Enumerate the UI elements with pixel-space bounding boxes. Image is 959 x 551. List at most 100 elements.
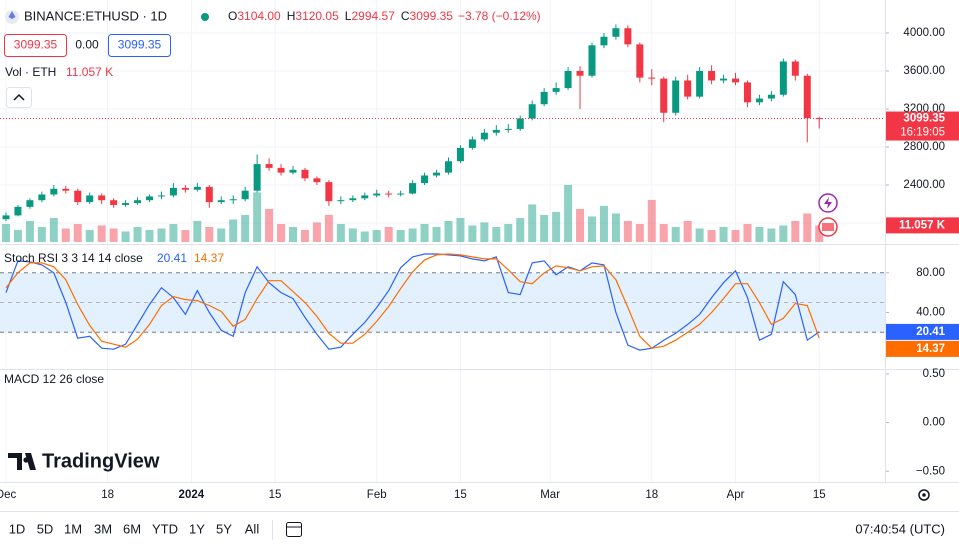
- candle-body: [385, 193, 393, 195]
- range-button[interactable]: YTD: [152, 521, 178, 536]
- y-tick-label: 2400.00: [903, 179, 945, 191]
- candle-body: [98, 195, 106, 201]
- ohlc-legend: O3104.00 H3120.05 L2994.57 C3099.35 −3.78 (−…: [228, 9, 541, 23]
- volume-bar: [61, 228, 70, 242]
- volume-bar: [360, 231, 369, 242]
- buy-button[interactable]: [108, 34, 171, 57]
- candle-body: [313, 178, 321, 183]
- settings-icon[interactable]: [918, 489, 930, 501]
- volume-bar: [683, 220, 692, 242]
- candle-body: [26, 200, 34, 207]
- volume-bar: [85, 229, 94, 242]
- candle-body: [14, 206, 22, 216]
- candle-body: [480, 132, 488, 140]
- volume-bar: [599, 205, 608, 242]
- candle-body: [755, 98, 763, 103]
- indicator-tag-label: 14.37: [916, 343, 945, 355]
- clock[interactable]: 07:40:54 (UTC): [855, 521, 945, 536]
- volume-bar: [647, 199, 656, 242]
- range-button[interactable]: All: [245, 521, 260, 536]
- grid-layer: [0, 0, 889, 483]
- volume-bar: [504, 223, 513, 242]
- x-tick-label: 15: [813, 489, 826, 501]
- range-button[interactable]: 1Y: [189, 521, 205, 536]
- ask-price[interactable]: 3099.35: [118, 38, 162, 52]
- candle-body: [636, 44, 644, 78]
- volume-bar: [444, 220, 453, 242]
- range-button[interactable]: 6M: [123, 521, 141, 536]
- volume-bar: [731, 229, 740, 242]
- last-price-tag: [886, 111, 959, 141]
- candle-body: [110, 200, 118, 205]
- volume-bar: [277, 223, 286, 242]
- volume-bar: [289, 226, 298, 242]
- collapse-icon: [13, 93, 25, 101]
- sell-button[interactable]: [4, 34, 67, 57]
- candle-body: [253, 164, 261, 191]
- marks-layer: [1, 24, 824, 351]
- collapse-button[interactable]: [6, 87, 32, 108]
- candle-body: [612, 28, 620, 37]
- candle-body: [229, 199, 237, 201]
- y-tick-label: 3600.00: [903, 65, 945, 77]
- volume-bar: [145, 229, 154, 242]
- volume-bar: [623, 220, 632, 242]
- candle-body: [421, 175, 429, 184]
- candle-body: [732, 78, 740, 83]
- candle-body: [157, 195, 165, 197]
- volume-bar: [803, 213, 812, 242]
- range-button[interactable]: 1M: [64, 521, 82, 536]
- candle-body: [205, 186, 213, 203]
- bid-price[interactable]: 3099.35: [14, 38, 58, 52]
- volume-bar: [217, 228, 226, 242]
- candle-body: [504, 128, 512, 130]
- x-tick-label: Apr: [727, 489, 745, 501]
- range-button[interactable]: 5D: [37, 521, 54, 536]
- volume-bar: [49, 217, 58, 242]
- volume-bar: [121, 231, 130, 242]
- volume-bar: [133, 226, 142, 242]
- spread: 0.00: [75, 38, 99, 52]
- candle-body: [241, 190, 249, 200]
- candle-body: [600, 36, 608, 46]
- stoch-d-value: 14.37: [194, 251, 224, 265]
- volume-bar: [300, 229, 309, 242]
- candle-body: [696, 70, 704, 97]
- volume-bar: [169, 223, 178, 242]
- price-change: −3.78 (−0.12%): [458, 9, 541, 23]
- volume-legend-value: 11.057 K: [66, 65, 113, 79]
- volume-bar: [265, 208, 274, 242]
- ohlc-value: 3104.00: [237, 9, 281, 23]
- candle-body: [720, 78, 728, 81]
- volume-bar: [13, 229, 22, 242]
- x-tick-label: Dec: [0, 489, 16, 501]
- logo-text[interactable]: TradingView: [42, 450, 160, 472]
- candle-body: [265, 164, 273, 168]
- symbol-label[interactable]: BINANCE:ETHUSD · 1D: [24, 8, 167, 23]
- candle-body: [409, 183, 417, 194]
- range-button[interactable]: 3M: [94, 521, 112, 536]
- calendar-icon[interactable]: [286, 522, 302, 537]
- x-tick-label: 2024: [179, 489, 205, 501]
- indicator-tag: [886, 340, 959, 357]
- volume-bar: [635, 223, 644, 242]
- candle-body: [74, 190, 82, 203]
- candle-body: [708, 70, 716, 81]
- range-button[interactable]: 5Y: [216, 521, 232, 536]
- x-tick-label: Mar: [540, 489, 560, 501]
- candle-body: [779, 61, 787, 95]
- y-tick-label: 40.00: [916, 306, 945, 318]
- candle-body: [767, 94, 775, 99]
- volume-bar: [348, 228, 357, 242]
- ohlc-key: L: [345, 9, 352, 23]
- volume-bar: [205, 226, 214, 242]
- range-buttons: 1D 5D 1M 3M 6M YTD 1Y 5Y All: [9, 521, 260, 536]
- eth-glyph: [8, 11, 16, 19]
- volume-bar: [396, 229, 405, 242]
- volume-bar: [97, 225, 106, 242]
- range-button[interactable]: 1D: [9, 521, 26, 536]
- volume-bar: [253, 192, 262, 242]
- volume-bar: [516, 217, 525, 242]
- last-price-label: 3099.35: [903, 113, 945, 125]
